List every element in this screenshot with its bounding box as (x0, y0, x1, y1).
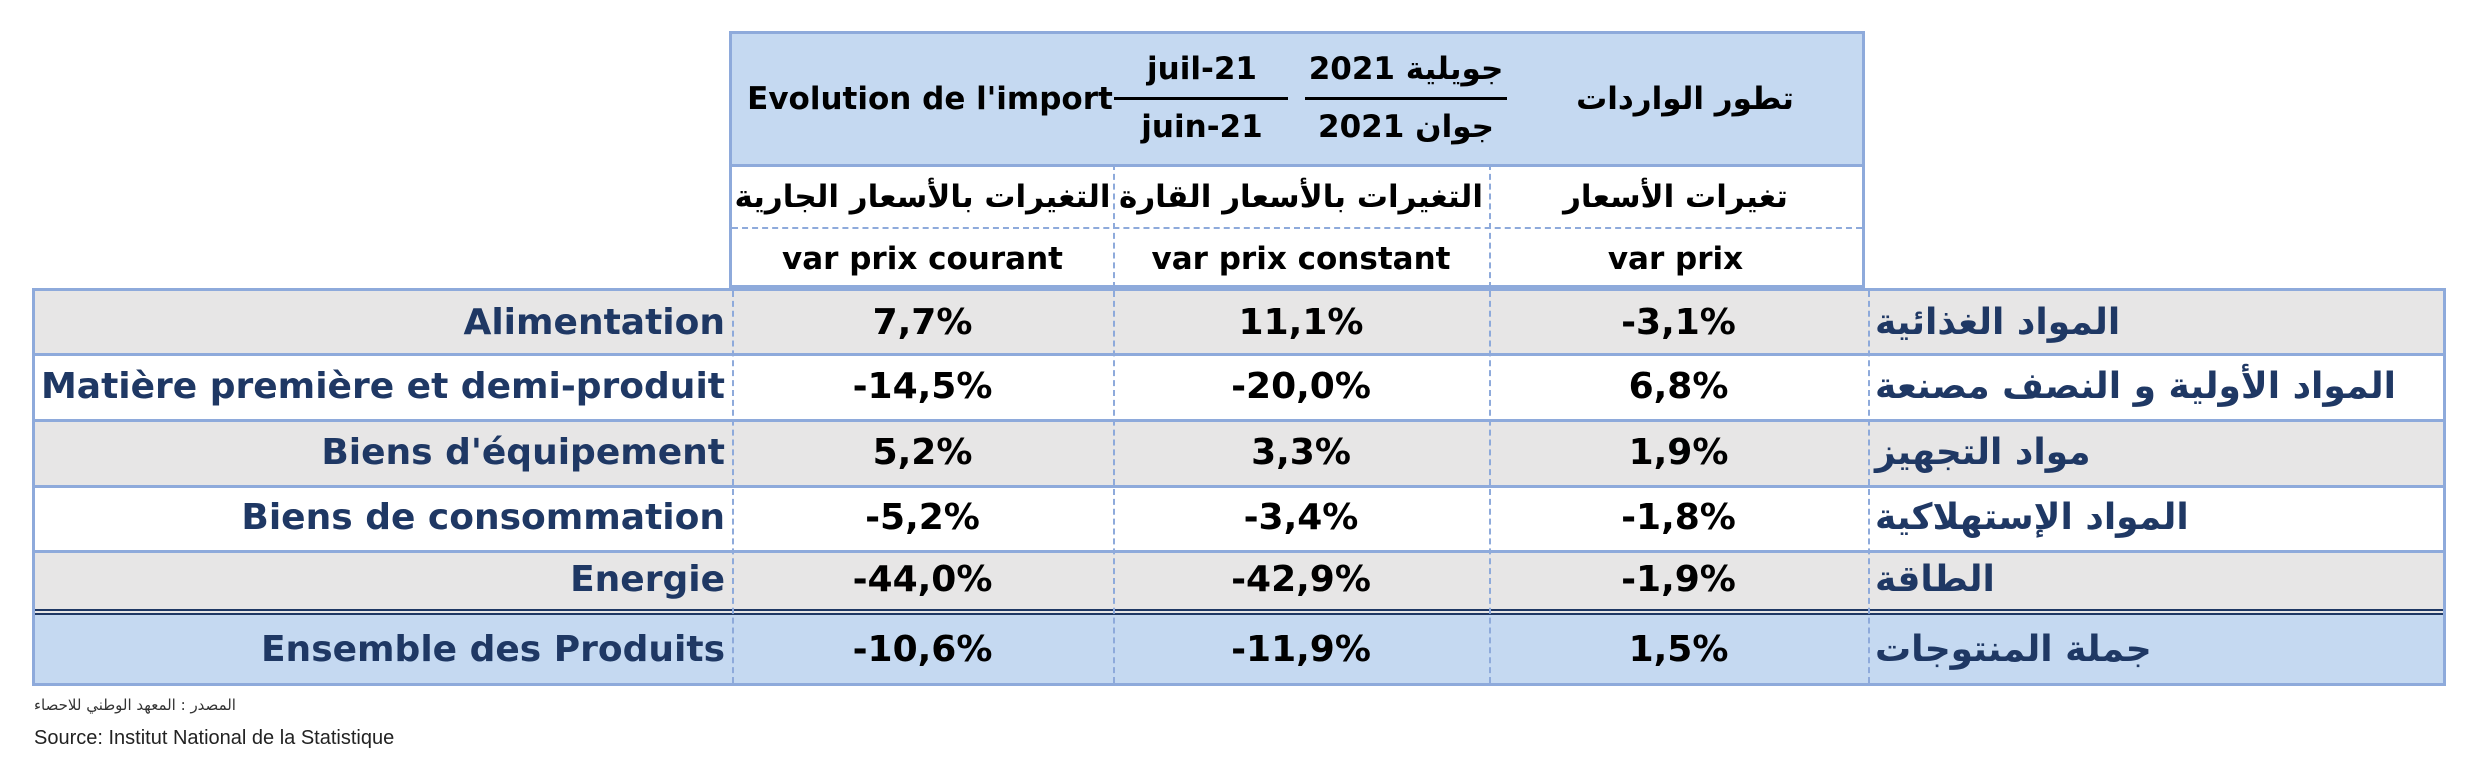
header-col-divider-1 (1113, 164, 1115, 288)
row-label-fr: Alimentation (463, 301, 725, 343)
total-courant: -10,6% (852, 628, 993, 670)
value-prix: 6,8% (1628, 365, 1729, 407)
col-divider (1489, 291, 1491, 683)
header-subdivider (732, 227, 1862, 229)
row-label-ar: المواد الأولية و النصف مصنعة (1875, 365, 2396, 407)
fraction-line-fr (1114, 97, 1288, 100)
value-constant: 11,1% (1238, 301, 1364, 343)
header-title-fr: Evolution de l'import (747, 81, 1113, 117)
row-label-fr: Biens de consommation (241, 497, 725, 538)
header-title-band (732, 34, 1862, 164)
value-prix: -1,9% (1621, 559, 1736, 600)
value-constant: -20,0% (1231, 365, 1371, 407)
row-label-fr: Energie (570, 559, 725, 600)
col-prix-fr: var prix (1607, 240, 1744, 277)
row-divider (35, 353, 2443, 356)
value-courant: -14,5% (852, 365, 993, 407)
total-constant: -11,9% (1231, 628, 1371, 670)
period-numerator-fr: juil-21 (1147, 51, 1257, 87)
row-label-fr: Biens d'équipement (321, 431, 725, 473)
row-divider (35, 419, 2443, 422)
value-prix: -3,1% (1621, 301, 1736, 343)
col-courant-ar: التغيرات بالأسعار الجارية (734, 179, 1111, 215)
total-divider (35, 609, 2443, 615)
period-numerator-ar: جويلية 2021 (1308, 51, 1504, 87)
table-header: Evolution de l'import juil-21 juin-21 جو… (729, 31, 1865, 288)
total-label-fr: Ensemble des Produits (260, 628, 725, 670)
period-denominator-ar: جوان 2021 (1318, 109, 1494, 145)
col-divider (732, 291, 734, 683)
header-col-divider-2 (1489, 164, 1491, 288)
col-divider (1868, 291, 1870, 683)
value-courant: 5,2% (872, 431, 973, 473)
value-prix: 1,9% (1628, 431, 1729, 473)
row-label-ar: المواد الإستهلاكية (1875, 497, 2189, 538)
row-divider (35, 550, 2443, 553)
col-courant-fr: var prix courant (782, 240, 1063, 277)
table-row (35, 485, 2443, 550)
col-constant-ar: التغيرات بالأسعار القارة (1119, 179, 1483, 215)
total-prix: 1,5% (1628, 628, 1729, 670)
table-row (35, 550, 2443, 613)
col-constant-fr: var prix constant (1151, 240, 1451, 277)
value-courant: 7,7% (872, 301, 973, 343)
table-row (35, 291, 2443, 353)
period-denominator-fr: juin-21 (1141, 109, 1263, 145)
row-divider (35, 485, 2443, 488)
row-label-ar: الطاقة (1875, 559, 1995, 600)
header-title-ar: تطور الواردات (1576, 81, 1794, 117)
value-courant: -44,0% (852, 559, 993, 600)
value-courant: -5,2% (865, 497, 980, 538)
col-divider (1113, 291, 1115, 683)
source-note-ar: المصدر : المعهد الوطني للاحصاء (34, 696, 236, 714)
total-row (35, 613, 2443, 683)
row-label-ar: المواد الغذائية (1875, 301, 2121, 343)
value-prix: -1,8% (1621, 497, 1736, 538)
row-label-fr: Matière première et demi-produit (40, 365, 725, 407)
table-row (35, 353, 2443, 419)
value-constant: -3,4% (1243, 497, 1359, 538)
row-label-ar: مواد التجهيز (1875, 431, 2091, 473)
table-row (35, 419, 2443, 485)
header-divider (732, 164, 1862, 167)
data-table: Alimentation 7,7% 11,1% -3,1% المواد الغ… (32, 288, 2446, 686)
source-note-fr: Source: Institut National de la Statisti… (34, 727, 395, 749)
value-constant: 3,3% (1251, 431, 1351, 473)
col-prix-ar: تغيرات الأسعار (1563, 179, 1788, 215)
total-label-ar: جملة المنتوجات (1875, 628, 2152, 670)
value-constant: -42,9% (1231, 559, 1371, 600)
fraction-line-ar (1305, 97, 1507, 100)
